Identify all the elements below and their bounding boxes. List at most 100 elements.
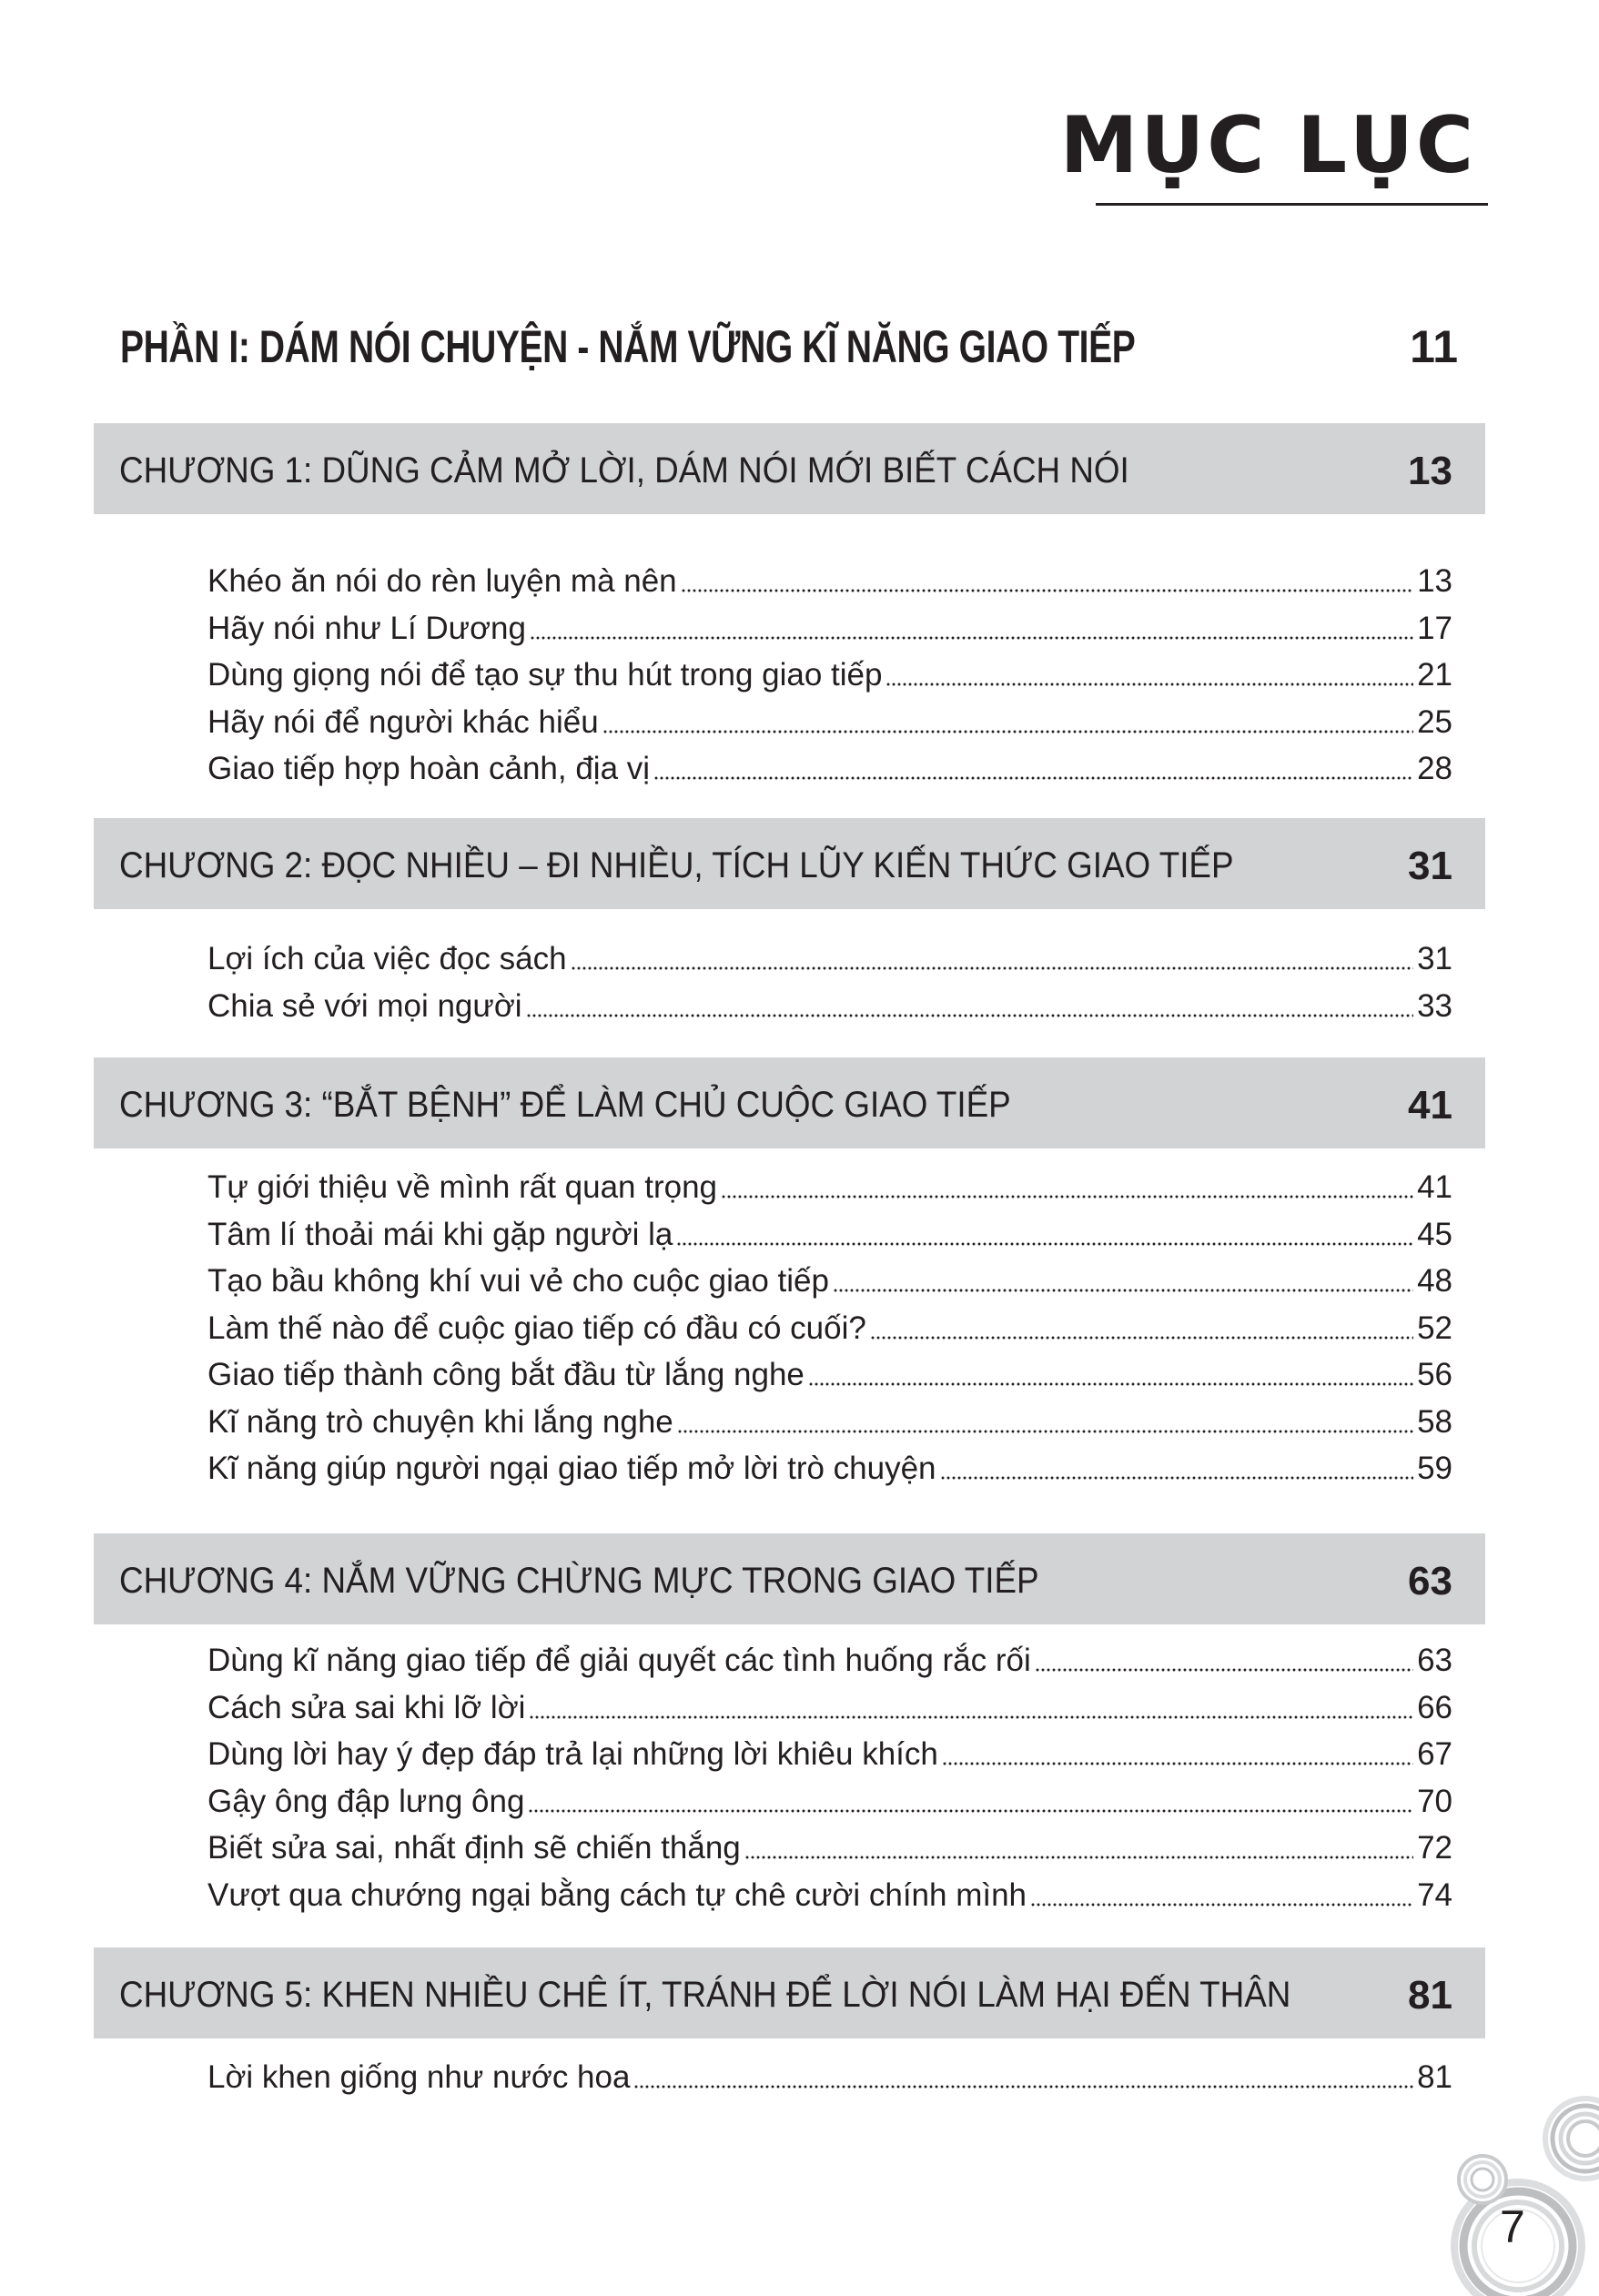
entry-page: 48 (1417, 1263, 1452, 1299)
entry-title: Kĩ năng trò chuyện khi lắng nghe (207, 1403, 673, 1440)
chapter-heading[interactable]: CHƯƠNG 4: NẮM VỮNG CHỪNG MỰC TRONG GIAO … (94, 1533, 1485, 1624)
entry-page: 74 (1417, 1876, 1452, 1913)
entry-page: 33 (1417, 987, 1452, 1024)
entry-title: Tạo bầu không khí vui vẻ cho cuộc giao t… (207, 1263, 829, 1299)
chapter-page: 81 (1408, 1973, 1452, 2018)
toc-entry[interactable]: Biết sửa sai, nhất định sẽ chiến thắng 72 (207, 1827, 1452, 1869)
entry-page: 59 (1417, 1451, 1452, 1486)
entry-page: 52 (1417, 1310, 1452, 1346)
dot-leader (680, 588, 1414, 593)
entry-title: Kĩ năng giúp người ngại giao tiếp mở lời… (207, 1451, 936, 1486)
page-title: MỤC LỤC (1059, 100, 1476, 191)
entry-page: 13 (1417, 563, 1452, 599)
toc-entry[interactable]: Dùng kĩ năng giao tiếp để giải quyết các… (207, 1640, 1452, 1682)
entry-title: Tâm lí thoải mái khi gặp người lạ (207, 1216, 673, 1252)
toc-entry[interactable]: Kĩ năng trò chuyện khi lắng nghe 58 (207, 1401, 1452, 1443)
entry-title: Lợi ích của việc đọc sách (207, 941, 567, 976)
entry-title: Giao tiếp hợp hoàn cảnh, địa vị (207, 751, 651, 786)
chapter-heading[interactable]: CHƯƠNG 3: “BẮT BỆNH” ĐỂ LÀM CHỦ CUỘC GIA… (94, 1057, 1485, 1148)
dot-leader (528, 1807, 1414, 1814)
chapter-page: 63 (1408, 1559, 1452, 1603)
toc-entry[interactable]: Lợi ích của việc đọc sách 31 (207, 938, 1452, 980)
toc-entry[interactable]: Tâm lí thoải mái khi gặp người lạ 45 (207, 1214, 1452, 1256)
entry-title: Lời khen giống như nước hoa (207, 2059, 631, 2095)
dot-leader (869, 1334, 1414, 1340)
entry-page: 66 (1417, 1689, 1452, 1725)
chapter-heading[interactable]: CHƯƠNG 2: ĐỌC NHIỀU – ĐI NHIỀU, TÍCH LŨY… (94, 818, 1485, 909)
toc-entry[interactable]: Dùng giọng nói để tạo sự thu hút trong g… (207, 654, 1452, 696)
dot-leader (721, 1194, 1414, 1199)
dot-leader (529, 1714, 1414, 1720)
entry-title: Giao tiếp thành công bắt đầu từ lắng ngh… (207, 1357, 805, 1392)
entry-title: Dùng lời hay ý đẹp đáp trả lại những lời… (207, 1736, 938, 1772)
toc-entry[interactable]: Hãy nói như Lí Dương 17 (207, 608, 1452, 650)
entry-title: Hãy nói như Lí Dương (207, 610, 526, 646)
entry-page: 81 (1417, 2059, 1452, 2095)
dot-leader (939, 1475, 1414, 1481)
chapter-label: CHƯƠNG 3: “BẮT BỆNH” ĐỂ LÀM CHỦ CUỘC GIA… (119, 1085, 1011, 1125)
dot-leader (525, 1012, 1414, 1018)
entry-title: Vượt qua chướng ngại bằng cách tự chê cư… (207, 1876, 1027, 1913)
entry-title: Biết sửa sai, nhất định sẽ chiến thắng (207, 1830, 741, 1866)
entry-title: Dùng kĩ năng giao tiếp để giải quyết các… (207, 1643, 1031, 1678)
title-underline (1096, 203, 1488, 206)
chapter-heading[interactable]: CHƯƠNG 5: KHEN NHIỀU CHÊ ÍT, TRÁNH ĐỂ LỜ… (94, 1947, 1485, 2038)
dot-leader (529, 634, 1414, 641)
dot-leader (1034, 1667, 1414, 1673)
dot-leader (886, 682, 1414, 687)
chapter-label: CHƯƠNG 1: DŨNG CẢM MỞ LỜI, DÁM NÓI MỚI B… (119, 450, 1129, 491)
entry-page: 58 (1417, 1403, 1452, 1440)
toc-entry[interactable]: Dùng lời hay ý đẹp đáp trả lại những lời… (207, 1734, 1452, 1775)
dot-leader (633, 2084, 1414, 2089)
toc-entry[interactable]: Gậy ông đập lưng ông 70 (207, 1781, 1452, 1823)
dot-leader (676, 1428, 1414, 1434)
toc-entry[interactable]: Giao tiếp thành công bắt đầu từ lắng ngh… (207, 1354, 1452, 1396)
entry-title: Hãy nói để người khác hiểu (207, 703, 599, 740)
toc-entry[interactable]: Tự giới thiệu về mình rất quan trọng 41 (207, 1167, 1452, 1209)
entry-page: 56 (1417, 1357, 1452, 1392)
entry-page: 72 (1417, 1830, 1452, 1866)
chapter-page: 31 (1408, 844, 1452, 888)
entry-title: Tự giới thiệu về mình rất quan trọng (207, 1169, 717, 1205)
toc-entry[interactable]: Vượt qua chướng ngại bằng cách tự chê cư… (207, 1875, 1452, 1917)
entry-title: Khéo ăn nói do rèn luyện mà nên (207, 563, 677, 599)
page-number: 7 (1500, 2201, 1525, 2252)
toc-entry[interactable]: Lời khen giống như nước hoa 81 (207, 2057, 1452, 2099)
circles-decoration (1451, 2096, 1599, 2296)
entry-title: Làm thế nào để cuộc giao tiếp có đầu có … (207, 1310, 866, 1346)
entry-title: Gậy ông đập lưng ông (207, 1783, 525, 1819)
dot-leader (832, 1288, 1414, 1293)
toc-entry[interactable]: Tạo bầu không khí vui vẻ cho cuộc giao t… (207, 1260, 1452, 1302)
toc-entry[interactable]: Chia sẻ với mọi người 33 (207, 986, 1452, 1027)
chapter-label: CHƯƠNG 2: ĐỌC NHIỀU – ĐI NHIỀU, TÍCH LŨY… (119, 845, 1234, 885)
dot-leader (1030, 1901, 1414, 1907)
dot-leader (807, 1381, 1414, 1387)
chapter-label: CHƯƠNG 4: NẮM VỮNG CHỪNG MỰC TRONG GIAO … (119, 1561, 1039, 1601)
chapter-label: CHƯƠNG 5: KHEN NHIỀU CHÊ ÍT, TRÁNH ĐỂ LỜ… (119, 1975, 1291, 2015)
entry-page: 21 (1417, 657, 1452, 693)
entry-page: 41 (1417, 1169, 1452, 1205)
entry-page: 45 (1417, 1216, 1452, 1252)
entry-page: 63 (1417, 1643, 1452, 1678)
part-heading[interactable]: PHẦN I: DÁM NÓI CHUYỆN - NẮM VỮNG KĨ NĂN… (120, 320, 1458, 380)
toc-entry[interactable]: Làm thế nào để cuộc giao tiếp có đầu có … (207, 1308, 1452, 1350)
entry-title: Cách sửa sai khi lỡ lời (207, 1689, 526, 1725)
entry-page: 31 (1417, 941, 1452, 976)
entry-title: Chia sẻ với mọi người (207, 987, 522, 1024)
toc-entry[interactable]: Cách sửa sai khi lỡ lời 66 (207, 1687, 1452, 1729)
chapter-page: 13 (1408, 449, 1452, 493)
entry-title: Dùng giọng nói để tạo sự thu hút trong g… (207, 657, 883, 693)
toc-entry[interactable]: Kĩ năng giúp người ngại giao tiếp mở lời… (207, 1448, 1452, 1490)
dot-leader (676, 1240, 1414, 1247)
toc-entry[interactable]: Khéo ăn nói do rèn luyện mà nên 13 (207, 561, 1452, 602)
entry-page: 70 (1417, 1783, 1452, 1819)
toc-entry[interactable]: Hãy nói để người khác hiểu 25 (207, 702, 1452, 743)
toc-entry[interactable]: Giao tiếp hợp hoàn cảnh, địa vị 28 (207, 748, 1452, 790)
entry-page: 17 (1417, 610, 1452, 646)
entry-page: 28 (1417, 751, 1452, 786)
entry-page: 25 (1417, 703, 1452, 740)
dot-leader (744, 1855, 1414, 1860)
dot-leader (941, 1761, 1414, 1766)
dot-leader (570, 966, 1414, 971)
chapter-heading[interactable]: CHƯƠNG 1: DŨNG CẢM MỞ LỜI, DÁM NÓI MỚI B… (94, 423, 1485, 514)
